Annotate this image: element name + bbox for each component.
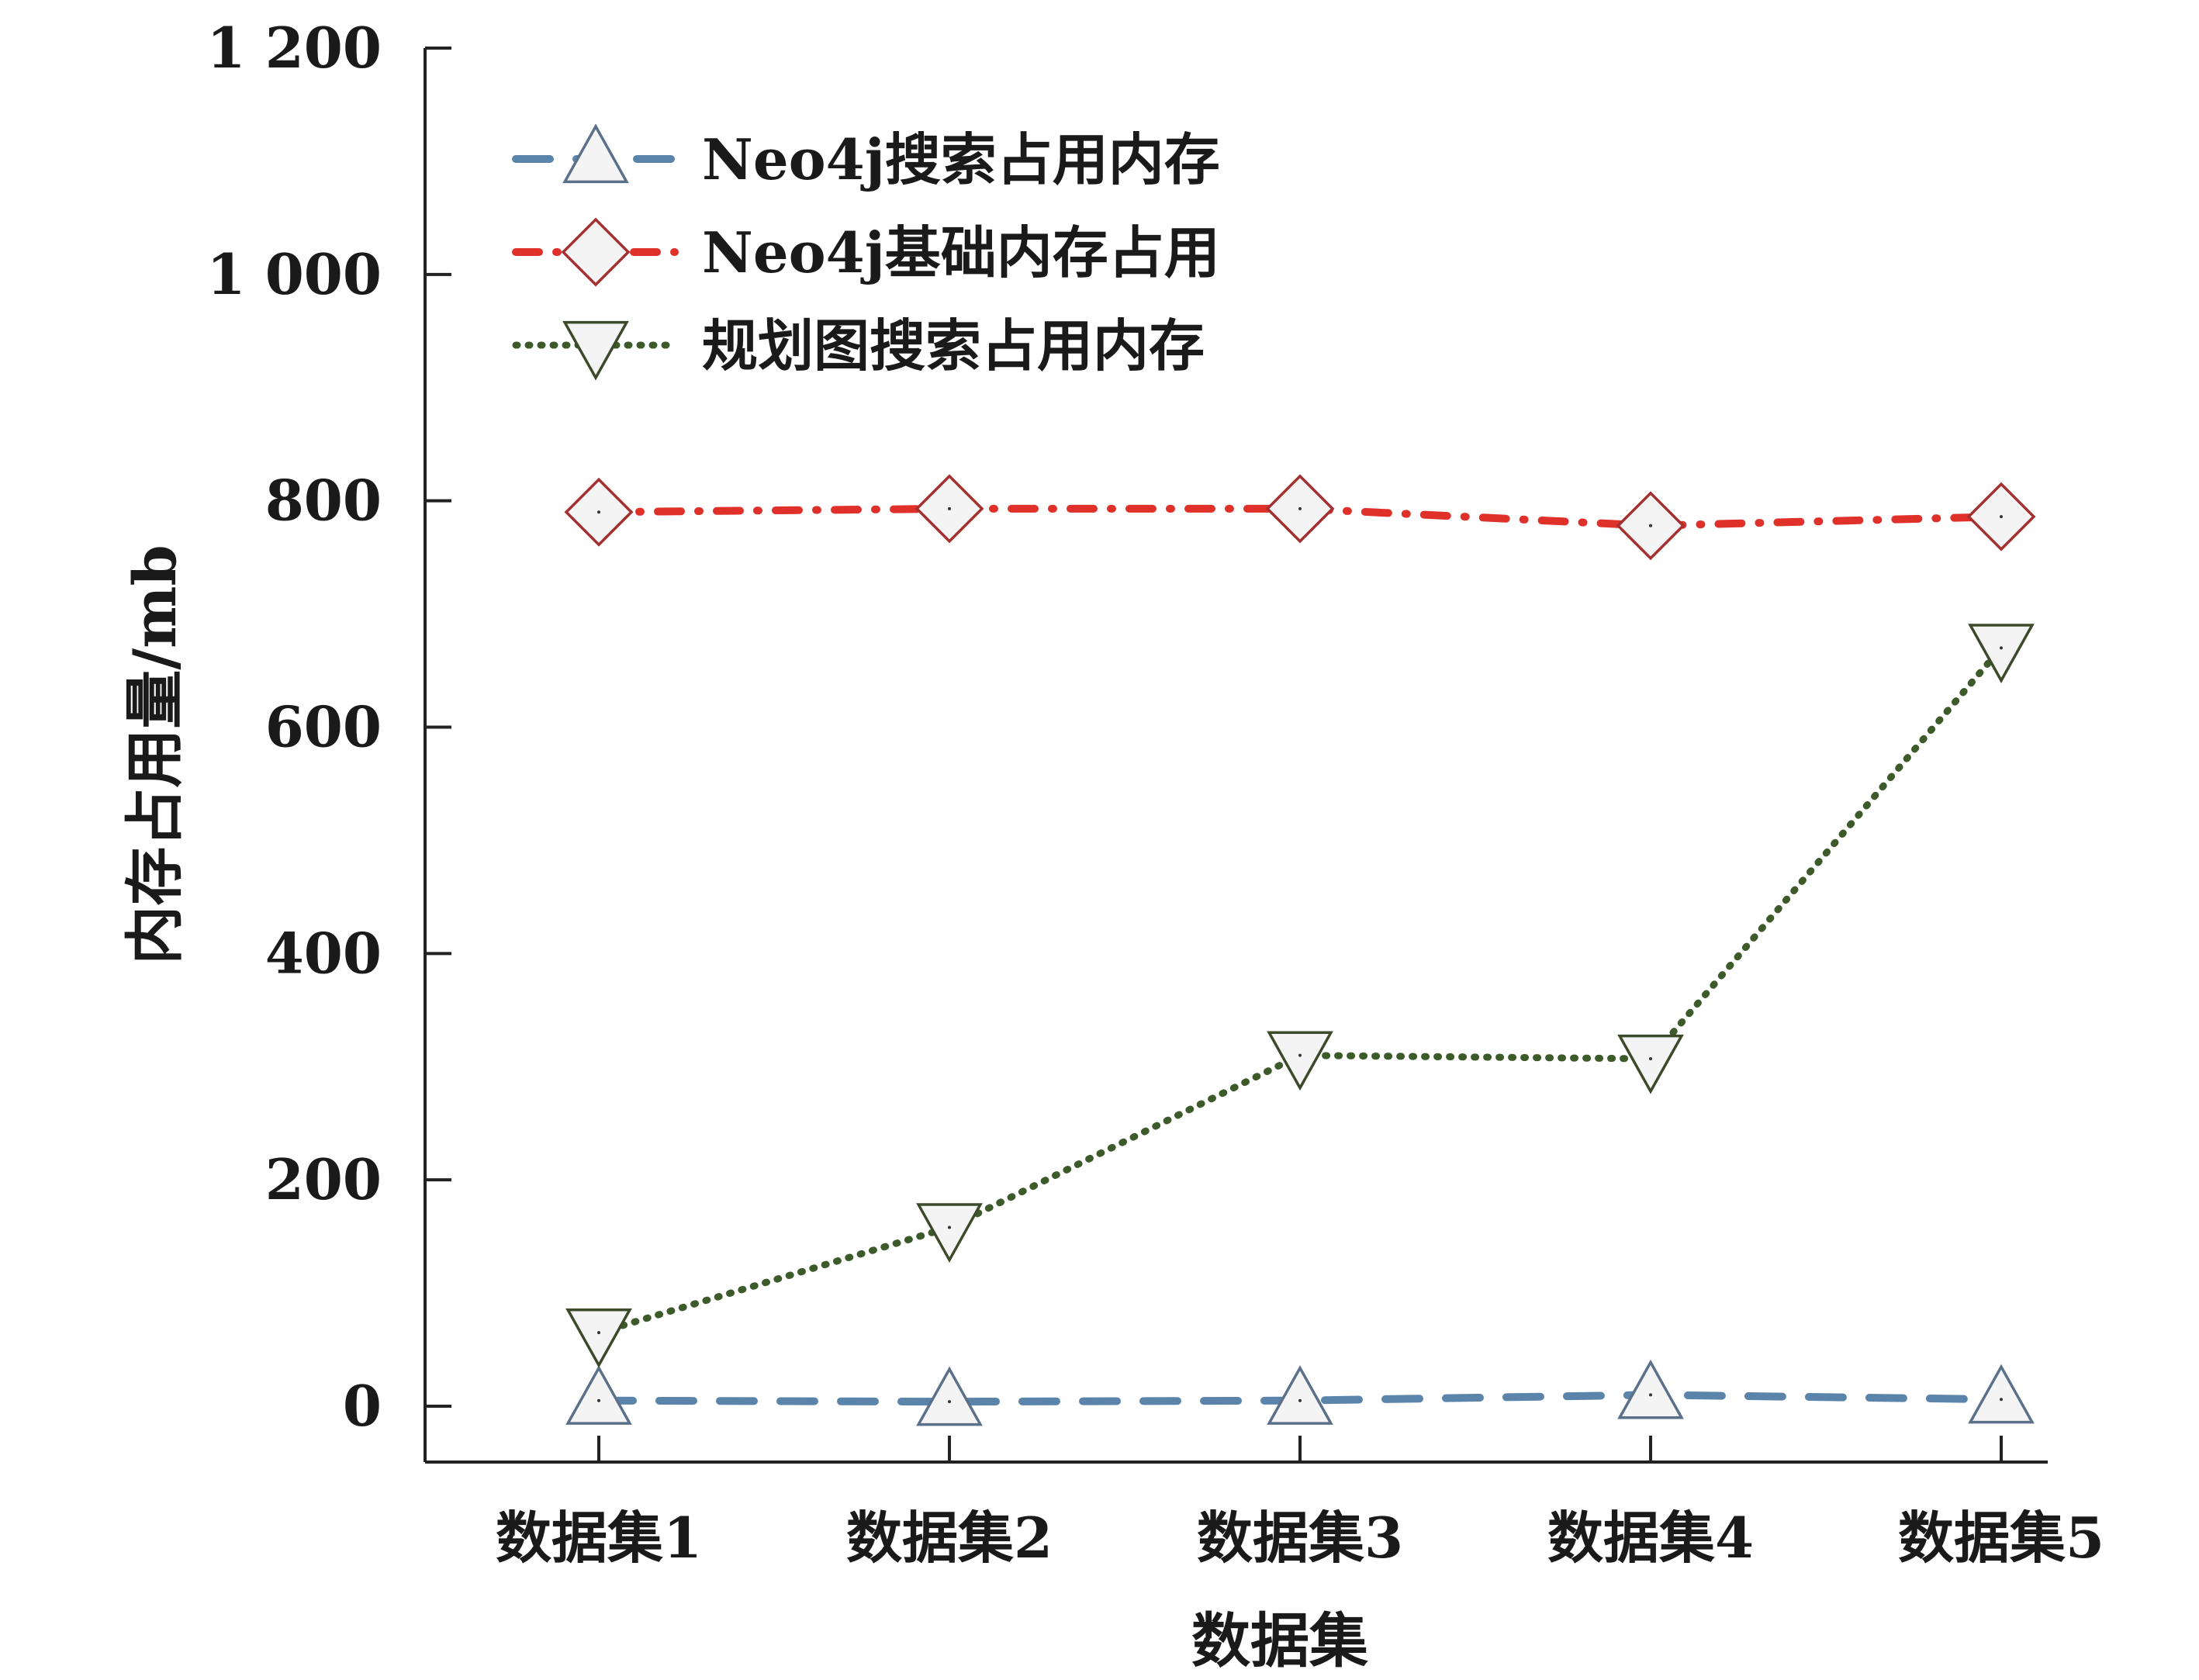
legend-marker [561, 217, 631, 287]
legend-label: Neo4j基础内存占用 [702, 220, 1220, 285]
data-point-center [597, 510, 600, 514]
series-layer [564, 474, 2036, 1426]
chart-axes: 0 200 400 600 800 1 000 1 200 数据集1 数据集2 数据集3 数据集4 数… [207, 15, 2105, 1571]
data-point-center [948, 506, 951, 510]
x-tick-label: 数据集1 [496, 1505, 702, 1571]
data-point-marker [565, 1365, 632, 1425]
x-axis-title: 数据集 [1191, 1606, 1368, 1675]
data-point-center [1649, 1393, 1652, 1397]
data-point-marker [1617, 1359, 1684, 1419]
data-point-center [1298, 506, 1302, 510]
y-tick-label: 200 [265, 1146, 382, 1212]
x-tick-label: 数据集3 [1197, 1505, 1403, 1571]
data-point-center [948, 1225, 951, 1229]
y-axis-title: 内存占用量/mb [120, 544, 189, 964]
data-point-center [597, 1331, 600, 1335]
x-tick-label: 数据集2 [846, 1505, 1053, 1571]
legend-label: 规划图搜索占用内存 [702, 313, 1205, 379]
y-tick-label: 800 [265, 468, 382, 534]
y-tick-label: 400 [265, 920, 382, 986]
data-point-center [2000, 1398, 2003, 1402]
series-line [595, 644, 2005, 1336]
series-1 [565, 1359, 2035, 1426]
data-point-marker [1617, 1034, 1684, 1094]
y-tick-label: 600 [265, 694, 382, 760]
legend-item: Neo4j搜索占用内存 [512, 123, 1220, 192]
data-point-center [1298, 1053, 1302, 1057]
data-point-marker [1267, 1031, 1333, 1091]
data-point-center [1298, 1398, 1302, 1402]
data-point-center [597, 1398, 600, 1402]
series-3 [565, 624, 2035, 1368]
legend-marker [562, 320, 629, 381]
data-point-marker [1267, 1365, 1333, 1425]
data-point-marker [916, 1366, 983, 1426]
data-point-center [1649, 1057, 1652, 1061]
legend-item: Neo4j基础内存占用 [512, 217, 1220, 287]
data-point-center [1649, 524, 1652, 527]
y-tick-label: 1 000 [207, 241, 382, 307]
y-tick-label: 0 [343, 1373, 382, 1439]
legend-label: Neo4j搜索占用内存 [702, 126, 1220, 192]
x-tick-label: 数据集5 [1898, 1505, 2104, 1571]
data-point-marker [1968, 624, 2035, 683]
data-point-marker [916, 1203, 983, 1263]
legend-item: 规划图搜索占用内存 [512, 313, 1205, 381]
y-tick-label: 1 200 [207, 15, 382, 81]
legend-marker [562, 123, 629, 184]
series-2 [564, 474, 2036, 561]
x-tick-label: 数据集4 [1547, 1505, 1754, 1571]
series-line [595, 504, 2005, 530]
data-point-marker [565, 1308, 632, 1368]
data-point-center [2000, 515, 2003, 519]
data-point-marker [1968, 1364, 2035, 1424]
data-point-center [2000, 646, 2003, 650]
data-point-center [948, 1400, 951, 1404]
